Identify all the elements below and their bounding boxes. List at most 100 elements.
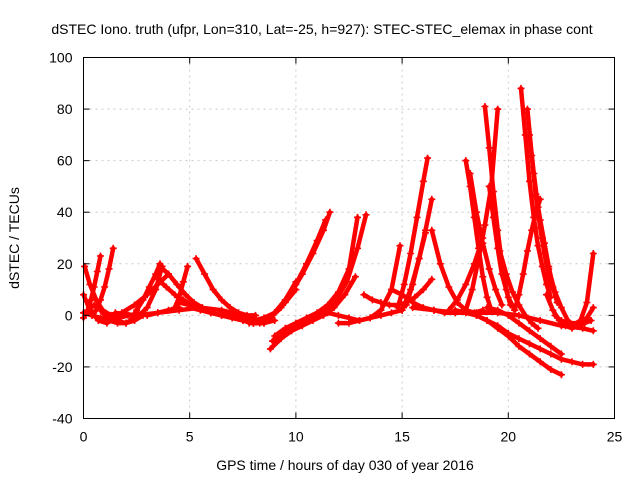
data-point [99,306,107,314]
y-tick-label: 0 [65,307,73,323]
data-point [485,144,493,152]
data-point [532,208,540,216]
data-point [589,327,597,335]
data-point [341,291,349,299]
data-point [428,195,436,203]
data-point [281,296,289,304]
x-axis-title: GPS time / hours of day 030 of year 2016 [216,457,474,473]
data-point [419,177,427,185]
series-42 [496,247,542,332]
data-point [101,283,109,291]
data-point [154,309,162,317]
series-52 [483,304,565,358]
y-tick-label: -20 [52,359,72,375]
data-point [509,288,516,296]
data-point [292,319,300,327]
data-point [368,296,376,304]
data-point [483,304,491,312]
data-point [589,250,597,257]
data-point [568,358,576,366]
data-point [154,275,162,283]
x-tick-label: 25 [607,429,623,445]
data-point [547,342,555,350]
data-point [109,244,117,252]
data-point [534,324,542,332]
data-point [485,182,493,190]
data-series [80,84,597,379]
data-point [345,265,353,273]
data-point [528,226,536,234]
data-point [409,280,417,288]
data-point [97,296,104,304]
plot-frame [83,57,615,419]
data-point [334,288,342,296]
data-point [90,283,98,291]
data-point [126,317,134,324]
data-point [165,270,172,278]
data-point [415,255,423,263]
data-point [196,306,204,314]
data-point [430,306,438,314]
data-point [492,286,500,294]
data-point [451,306,459,314]
data-point [324,309,332,317]
data-point [536,345,544,353]
data-point [424,154,432,162]
data-point [269,337,276,345]
data-point [547,366,555,373]
data-point [515,342,523,350]
data-point [557,350,565,358]
data-point [523,105,531,113]
data-point [557,317,565,324]
data-point [156,262,164,270]
series-29 [394,154,432,312]
data-point [511,306,519,314]
data-point [407,250,415,257]
data-point [97,314,104,322]
x-tick-label: 20 [501,429,517,445]
data-point [394,304,402,312]
data-point [557,371,565,379]
data-point [428,275,436,283]
data-point [105,314,113,322]
data-point [589,304,597,312]
data-point [583,314,591,322]
tick-labels: 0 5 10 15 20 25 -40 -20 0 20 40 60 80 100 [49,50,622,445]
data-point [481,221,489,229]
data-point [351,273,359,281]
data-point [494,306,502,314]
data-point [466,170,474,177]
data-point [545,265,553,273]
data-point [496,247,504,255]
data-point [483,317,491,324]
data-point [179,278,187,286]
data-point [111,317,119,324]
data-point [184,262,192,270]
data-point [385,301,393,309]
data-point [504,311,512,319]
series-line [467,171,505,308]
data-point [536,216,544,224]
data-point [530,170,538,177]
data-point [226,304,234,312]
data-point [526,340,533,348]
data-point [377,299,385,306]
data-point [334,319,342,327]
data-point [538,234,546,242]
data-point [475,255,483,263]
data-point [519,270,527,278]
data-point [192,255,200,263]
series-15 [192,255,259,319]
data-point [579,360,587,368]
data-point [105,265,113,273]
y-axis-title: dSTEC / TECUs [6,187,22,289]
data-point [515,311,523,319]
y-tick-label: 20 [57,256,73,272]
data-point [313,237,321,245]
data-point [388,309,395,317]
data-point [175,299,183,306]
data-point [281,324,289,332]
data-point [143,304,151,312]
data-point [122,319,130,327]
